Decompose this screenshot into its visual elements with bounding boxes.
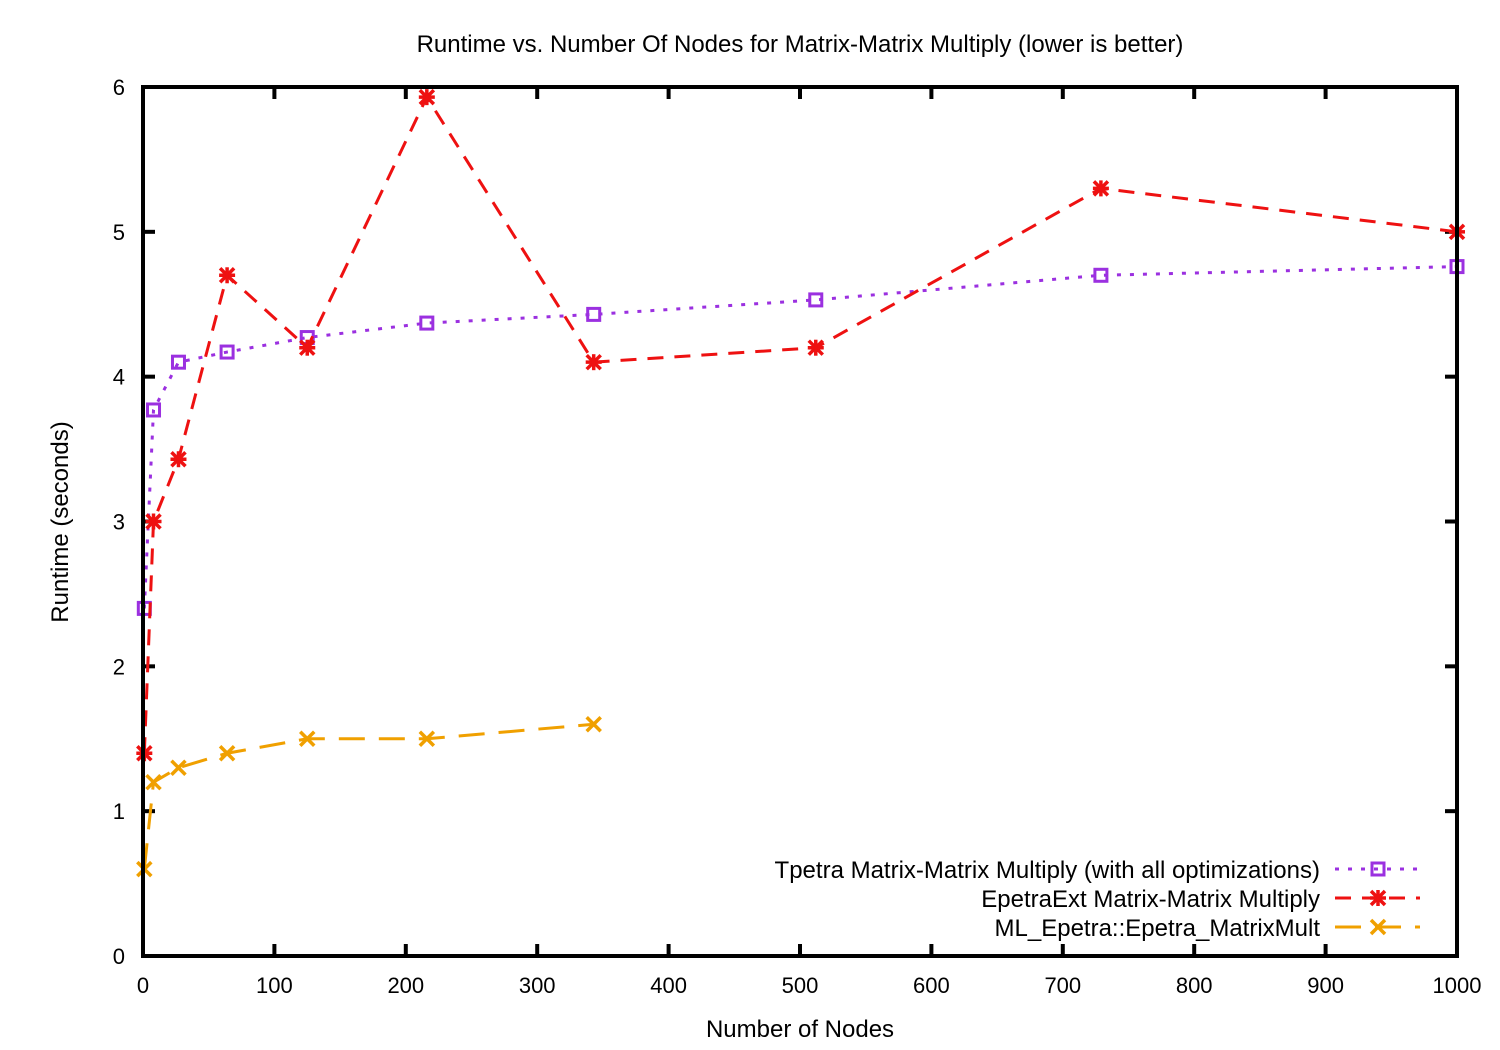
series-1-point-shape (808, 292, 824, 308)
series-1-point (219, 344, 235, 360)
plot-frame (141, 85, 1459, 958)
x-tick-label: 400 (650, 973, 687, 998)
series-1-point-shape (146, 402, 162, 418)
series-1-point-shape (586, 306, 602, 322)
series-1-point (1093, 267, 1109, 283)
series-3-point (418, 730, 436, 747)
legend-marker-1-shape (1370, 861, 1386, 877)
x-tick-label: 800 (1176, 973, 1213, 998)
legend-marker-3-stroke-b (1369, 918, 1387, 936)
series-1-point-shape (419, 315, 435, 331)
x-tick-label: 1000 (1433, 973, 1482, 998)
legend-label-2: EpetraExt Matrix-Matrix Multiply (981, 886, 1320, 913)
legend-marker-1 (1370, 861, 1386, 877)
legend-marker-3 (1369, 918, 1387, 936)
x-tick-label: 900 (1307, 973, 1344, 998)
x-tick-label: 500 (782, 973, 819, 998)
y-tick-label: 4 (113, 365, 125, 390)
series-2-point (418, 88, 436, 106)
series-1-point (170, 354, 186, 370)
series-1-point (419, 315, 435, 331)
series-2-point (170, 450, 187, 468)
series-2-point (145, 513, 162, 530)
series-3-point (170, 759, 187, 776)
series-1-point (146, 402, 162, 418)
series-3-point-stroke-b (418, 730, 436, 747)
series-1-point (586, 306, 602, 322)
x-tick-label: 100 (256, 973, 293, 998)
series-3-point (299, 730, 316, 747)
y-axis-title: Runtime (seconds) (47, 421, 74, 622)
x-axis-title: Number of Nodes (706, 1016, 894, 1043)
series-3-point (145, 773, 162, 791)
series-1-point-shape (170, 354, 186, 370)
series-3-point (585, 716, 602, 733)
legend-label-1: Tpetra Matrix-Matrix Multiply (with all … (775, 857, 1320, 884)
series-1-point-shape (1093, 267, 1109, 283)
plot-layer: 0 100 200 300 400 500 600 700 800 900 1000 0 1 2 3 4 5 6 T… (113, 75, 1482, 998)
series-line-1 (142, 265, 1458, 609)
y-tick-label: 0 (113, 944, 125, 969)
x-tick-label: 700 (1044, 973, 1081, 998)
x-tick-label: 0 (137, 973, 149, 998)
y-tick-label: 2 (113, 654, 125, 679)
series-1-point (808, 292, 824, 308)
series-1-point-shape (219, 344, 235, 360)
y-tick-label: 1 (113, 799, 125, 824)
x-tick-label: 600 (913, 973, 950, 998)
y-tick-label: 6 (113, 75, 125, 100)
series-2-point (218, 267, 236, 284)
x-tick-label: 200 (387, 973, 424, 998)
y-tick-label: 5 (113, 220, 125, 245)
series-3-point (218, 744, 236, 762)
series-2-point (299, 339, 316, 356)
series-2-point (1092, 180, 1110, 197)
chart-title: Runtime vs. Number Of Nodes for Matrix-M… (417, 31, 1184, 58)
legend-label-3: ML_Epetra::Epetra_MatrixMult (995, 915, 1321, 942)
series-3-point-stroke-b (170, 759, 187, 776)
series-3-point-stroke-b (145, 773, 162, 791)
series-3-point-stroke-b (218, 744, 236, 762)
series-3-point-stroke-b (585, 716, 602, 733)
y-tick-label: 3 (113, 510, 125, 535)
series-3-point-stroke-b (299, 730, 316, 747)
series-line-2 (142, 94, 1458, 754)
legend-marker-2 (1369, 889, 1387, 907)
series-2-point (585, 353, 602, 371)
series-2-point (807, 339, 825, 356)
x-tick-label: 300 (519, 973, 556, 998)
